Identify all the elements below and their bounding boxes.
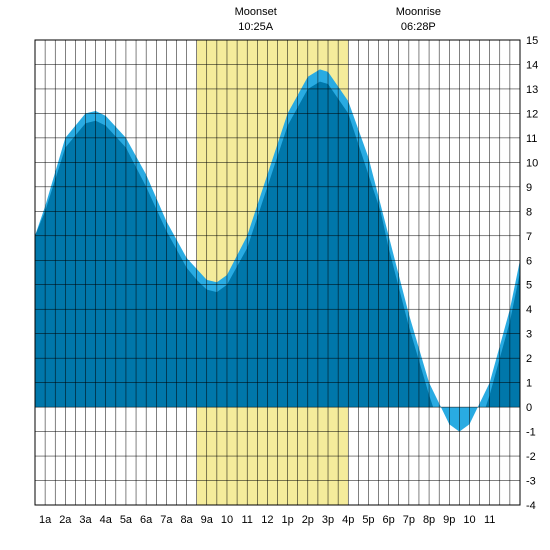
moonset-label: Moonset [235,6,277,18]
x-tick-label: 7a [160,514,173,526]
x-tick-label: 3a [79,514,92,526]
y-tick-label: 4 [526,304,532,316]
y-tick-label: 6 [526,255,532,267]
y-tick-label: 7 [526,231,532,243]
y-tick-label: 5 [526,280,532,292]
x-tick-label: 12 [261,514,273,526]
y-tick-label: 9 [526,182,532,194]
x-tick-label: 2a [59,514,72,526]
y-tick-label: 2 [526,353,532,365]
y-tick-label: 11 [526,133,537,145]
y-tick-label: -2 [526,451,536,463]
x-tick-label: 10 [463,514,475,526]
y-tick-label: 8 [526,206,532,218]
y-tick-label: 12 [526,108,538,120]
moonset-time: 10:25A [238,21,274,33]
x-tick-label: 6a [140,514,153,526]
x-tick-label: 11 [241,514,252,526]
y-tick-label: 10 [526,157,538,169]
y-tick-label: 13 [526,84,538,96]
x-tick-label: 5p [362,514,374,526]
x-tick-label: 9a [201,514,214,526]
y-tick-label: 15 [526,35,538,47]
moonrise-label: Moonrise [396,6,441,18]
x-tick-label: 3p [322,514,334,526]
x-tick-label: 5a [120,514,133,526]
x-tick-label: 10 [221,514,233,526]
y-tick-label: -1 [526,427,536,439]
x-tick-label: 1p [281,514,293,526]
y-tick-label: 0 [526,402,532,414]
x-tick-label: 9p [443,514,455,526]
x-tick-label: 11 [484,514,495,526]
x-tick-label: 4p [342,514,354,526]
y-tick-label: 3 [526,329,532,341]
x-tick-label: 2p [302,514,314,526]
x-tick-label: 7p [403,514,415,526]
x-tick-label: 8p [423,514,435,526]
moonrise-time: 06:28P [401,21,436,33]
x-tick-label: 4a [100,514,113,526]
y-tick-label: 1 [526,378,532,390]
tide-chart: -4-3-2-101234567891011121314151a2a3a4a5a… [0,0,550,550]
y-tick-label: -4 [526,500,536,512]
x-tick-label: 8a [180,514,193,526]
y-tick-label: 14 [526,59,538,71]
x-tick-label: 1a [39,514,52,526]
y-tick-label: -3 [526,476,536,488]
x-tick-label: 6p [383,514,395,526]
